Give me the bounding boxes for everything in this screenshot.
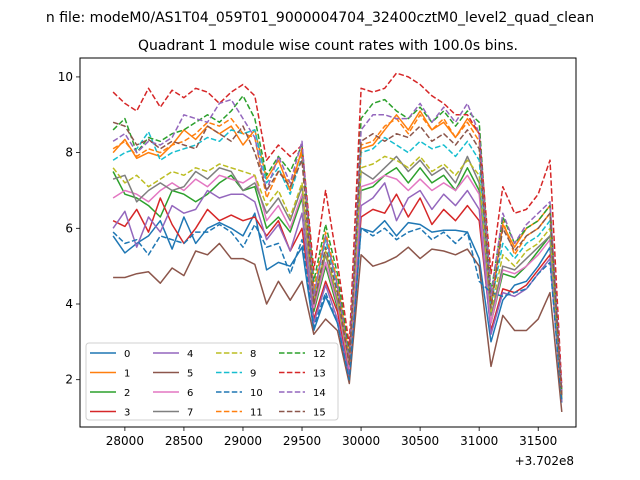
legend-label-1: 1 bbox=[124, 369, 130, 380]
series-line-14 bbox=[112, 98, 563, 392]
series-line-15 bbox=[112, 121, 563, 395]
x-axis: 28000 28500 29000 29500 30000 30500 31000 31500 bbox=[106, 427, 557, 448]
series-line-8 bbox=[112, 155, 563, 399]
x-tick-label: 29000 bbox=[224, 434, 262, 448]
series-line-13 bbox=[112, 72, 563, 388]
x-tick-label: 28000 bbox=[106, 434, 144, 448]
y-tick-label: 8 bbox=[65, 146, 73, 160]
legend-box bbox=[85, 342, 339, 421]
y-tick-label: 10 bbox=[58, 70, 73, 84]
y-axis: 2 4 6 8 10 bbox=[58, 70, 80, 387]
x-tick-label: 29500 bbox=[283, 434, 321, 448]
legend-label-11: 11 bbox=[250, 408, 263, 419]
y-tick-label: 4 bbox=[65, 297, 73, 311]
x-tick-label: 30500 bbox=[401, 434, 439, 448]
x-tick-label: 31000 bbox=[460, 434, 498, 448]
y-tick-label: 6 bbox=[65, 221, 73, 235]
legend-label-2: 2 bbox=[124, 388, 130, 399]
legend-label-15: 15 bbox=[313, 408, 326, 419]
legend-label-0: 0 bbox=[124, 349, 130, 360]
legend-label-10: 10 bbox=[250, 388, 263, 399]
x-tick-label: 28500 bbox=[165, 434, 203, 448]
legend-label-6: 6 bbox=[187, 388, 193, 399]
plot-series-group bbox=[112, 72, 563, 412]
legend-label-9: 9 bbox=[250, 369, 256, 380]
x-offset-label: +3.702e8 bbox=[515, 454, 574, 468]
legend-label-7: 7 bbox=[187, 408, 193, 419]
series-line-5 bbox=[113, 242, 563, 412]
legend-label-4: 4 bbox=[187, 349, 193, 360]
legend-label-13: 13 bbox=[313, 369, 326, 380]
x-tick-label: 30000 bbox=[342, 434, 380, 448]
legend-label-12: 12 bbox=[313, 349, 326, 360]
x-tick-label: 31500 bbox=[519, 434, 557, 448]
chart-title: Quadrant 1 module wise count rates with … bbox=[138, 38, 518, 54]
figure-suptitle: n file: modeM0/AS1T04_059T01_9000004704_… bbox=[46, 10, 594, 26]
series-line-10 bbox=[112, 223, 563, 403]
legend-label-3: 3 bbox=[124, 408, 130, 419]
axes-frame bbox=[79, 57, 577, 428]
legend-label-14: 14 bbox=[313, 388, 326, 399]
series-line-4 bbox=[112, 182, 563, 403]
y-tick-label: 2 bbox=[65, 373, 73, 387]
legend-label-5: 5 bbox=[187, 369, 193, 380]
legend-label-8: 8 bbox=[250, 349, 256, 360]
